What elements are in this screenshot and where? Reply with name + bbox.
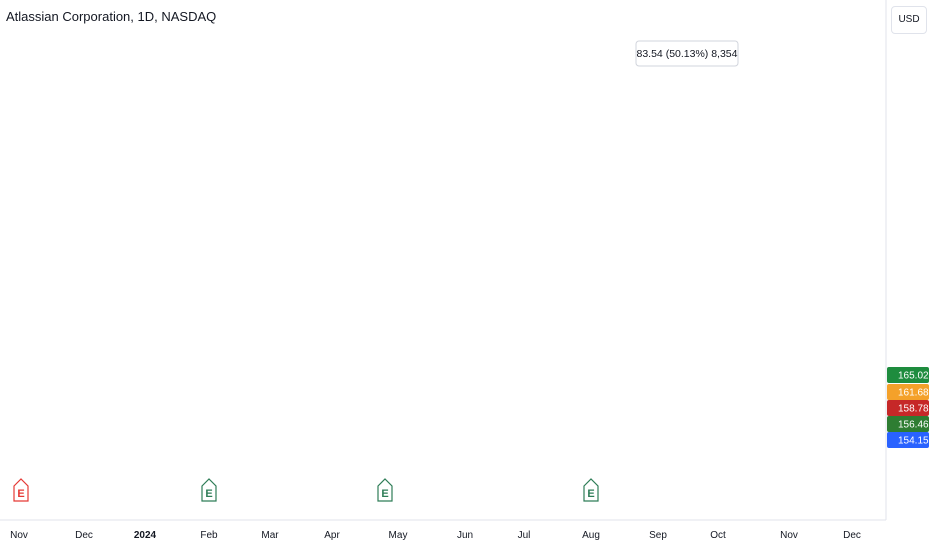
time-tick-label: Nov (780, 530, 798, 541)
earnings-marker-label: E (205, 488, 212, 500)
last-value-badge-label: 154.15 (898, 436, 929, 447)
earnings-marker-shape (377, 478, 393, 502)
time-tick-label: 2024 (134, 530, 157, 541)
last-value-badge (887, 432, 929, 448)
earnings-marker-shape (201, 478, 217, 502)
last-value-badge (887, 384, 929, 400)
last-value-badge (887, 416, 929, 432)
time-tick-label: Sep (649, 530, 667, 541)
measure-label: 83.54 (50.13%) 8,354 (637, 48, 738, 60)
earnings-marker[interactable]: E (13, 478, 29, 502)
earnings-marker-shape (13, 478, 29, 502)
earnings-marker-label: E (381, 488, 388, 500)
time-tick-label: Apr (324, 530, 340, 541)
time-tick-label: Oct (710, 530, 726, 541)
time-tick-label: May (389, 530, 408, 541)
earnings-marker[interactable]: E (201, 478, 217, 502)
time-tick-label: Mar (261, 530, 279, 541)
time-tick-label: Dec (843, 530, 861, 541)
time-tick-label: Nov (10, 530, 28, 541)
time-tick-label: Jul (518, 530, 531, 541)
time-tick-label: Jun (457, 530, 473, 541)
last-value-badge (887, 400, 929, 416)
last-value-badges: 165.02 161.68 158.78 156.46 154.15 (887, 367, 929, 448)
currency-button[interactable]: USD (891, 6, 927, 34)
price-range-measure[interactable]: 83.54 (50.13%) 8,354 (635, 0, 739, 67)
measure-label-box (635, 40, 739, 67)
earnings-marker-label: E (587, 488, 594, 500)
last-value-badge-label: 161.68 (898, 388, 929, 399)
last-value-badge-label: 165.02 (898, 371, 929, 382)
earnings-marker-shape (583, 478, 599, 502)
time-tick-label: Dec (75, 530, 93, 541)
last-value-badge-label: 156.46 (898, 420, 929, 431)
price-axis[interactable]: 130.00140.00165.02180.00190.00200.00210.… (885, 0, 929, 520)
earnings-marker[interactable]: E (583, 478, 599, 502)
earnings-marker[interactable]: E (377, 478, 393, 502)
last-value-badge (887, 367, 929, 383)
time-axis[interactable]: Nov Dec 2024 Feb Mar Apr May Jun Jul Aug Sep Oct Nov… (0, 519, 886, 541)
chart-title: Atlassian Corporation, 1D, NASDAQ (6, 9, 217, 24)
time-tick-label: Aug (582, 530, 600, 541)
last-value-badge-label: 158.78 (898, 404, 929, 415)
time-tick-label: Feb (200, 530, 218, 541)
earnings-marker-label: E (17, 488, 24, 500)
